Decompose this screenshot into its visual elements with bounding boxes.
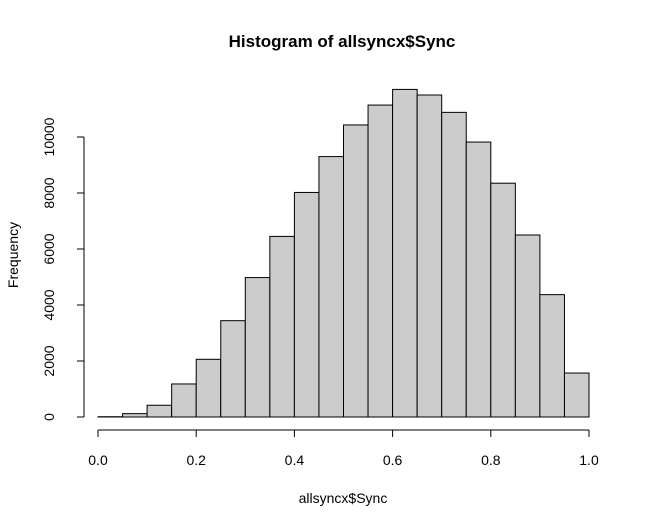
y-tick-label: 0 (41, 413, 57, 421)
x-axis: 0.0 0.2 0.4 0.6 0.8 1.0 (88, 429, 599, 468)
x-tick-label: 0.4 (285, 452, 305, 468)
y-tick-label: 6000 (41, 233, 57, 264)
histogram-bar (490, 182, 516, 418)
y-tick-label: 8000 (41, 177, 57, 208)
histogram-bar (220, 320, 246, 418)
histogram-bar (171, 383, 197, 418)
x-tick-label: 0.6 (383, 452, 403, 468)
histogram-bar (318, 156, 345, 418)
y-tick-label: 4000 (41, 289, 57, 320)
y-tick-label: 10000 (41, 117, 57, 156)
histogram-bar (539, 294, 565, 418)
x-tick-label: 0.8 (481, 452, 501, 468)
x-tick-label: 0.0 (88, 452, 108, 468)
x-tick-label: 0.2 (186, 452, 206, 468)
histogram-bar (367, 104, 394, 418)
chart-title: Histogram of allsyncx$Sync (229, 32, 456, 51)
histogram-bar (195, 358, 222, 418)
histogram-bar (392, 88, 418, 418)
y-tick-label: 2000 (41, 345, 57, 376)
histogram-bar (122, 413, 148, 418)
histogram-bar (465, 141, 492, 418)
histogram-bar (514, 234, 541, 418)
histogram-bar (244, 277, 271, 418)
bars-group (97, 88, 590, 418)
y-axis: 0 2000 4000 6000 8000 10000 (41, 117, 85, 421)
x-tick-label: 1.0 (579, 452, 599, 468)
x-axis-label: allsyncx$Sync (299, 490, 388, 506)
histogram-bar (416, 94, 443, 418)
histogram-bar (269, 235, 295, 418)
histogram-bar (293, 191, 320, 418)
y-axis-label: Frequency (5, 222, 21, 288)
histogram-bar (343, 124, 369, 418)
histogram-bar (146, 404, 173, 418)
histogram-bar (563, 372, 590, 418)
histogram-bar (441, 111, 467, 418)
